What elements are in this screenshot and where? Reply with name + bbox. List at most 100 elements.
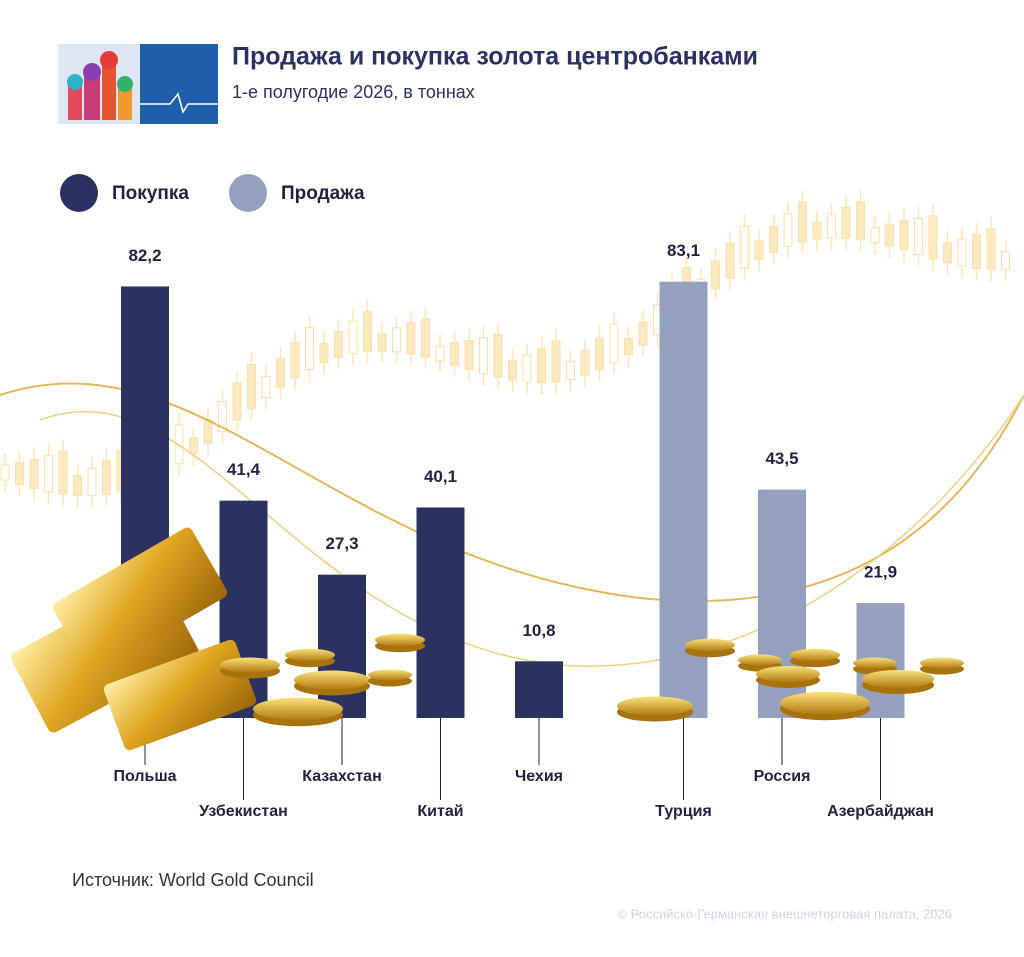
bar [416,507,465,718]
candle [73,475,82,497]
candle [319,343,329,364]
candle [885,223,894,247]
gold-bar [52,527,228,673]
coin [853,657,897,669]
coin [685,638,735,652]
candle [914,218,923,256]
candle [711,260,720,290]
candle [943,242,952,264]
candle [189,437,198,455]
candle [421,318,430,358]
coin [756,666,820,682]
candle [827,213,836,239]
candle [493,333,503,378]
candle [537,348,546,384]
candle [58,450,68,495]
coin [375,633,425,647]
candle [522,354,532,383]
legend-label: Продажа [281,183,365,204]
candle [1001,250,1010,270]
candle [740,225,749,269]
coin [780,691,870,715]
x-tick-label: Азербайджан [827,803,934,820]
candle [957,238,967,267]
data-label: 40,1 [424,467,457,486]
candle [870,227,880,244]
data-label: 10,8 [522,621,555,640]
candle [812,221,822,240]
coin [790,648,840,662]
x-tick-label: Россия [754,768,811,785]
bar [515,661,563,718]
candle [218,401,227,433]
candle [450,342,459,366]
candle [769,225,778,253]
candle [377,333,387,352]
x-tick-label: Польша [113,768,176,785]
candle [0,464,10,481]
candle [203,419,213,444]
candle [406,322,416,355]
candle [566,361,575,381]
x-tick-label: Китай [417,803,463,820]
candle [290,342,300,379]
candle [841,206,851,239]
data-label: 27,3 [325,534,358,553]
coin [862,670,934,688]
copyright: © Российско-Германская внешнеторговая па… [617,906,952,921]
candle [972,233,981,269]
coin [220,657,280,673]
candle [856,201,865,241]
coin [294,670,370,690]
coin [920,657,964,669]
candle [261,375,271,398]
candle [638,321,648,346]
coin [285,648,335,662]
candle [595,337,604,371]
candle [334,330,343,358]
candle [508,359,517,381]
candle [29,458,39,489]
candle [247,364,256,410]
candle [783,212,793,247]
data-label: 41,4 [227,460,261,479]
candle [15,461,24,485]
chart-title: Продажа и покупка золота центробанками [232,43,758,71]
x-tick-label: Чехия [515,768,563,785]
candle [580,350,590,377]
x-tick-label: Узбекистан [199,803,288,820]
candle [609,323,619,364]
candle [276,358,285,388]
candle [725,242,735,279]
logo [58,44,218,124]
data-label: 82,2 [128,246,161,265]
legend-label: Покупка [112,183,189,204]
data-label: 21,9 [864,563,897,582]
coin [617,696,693,716]
data-label: 43,5 [765,449,798,468]
source: Источник: World Gold Council [72,870,314,890]
gold-decoration [10,527,964,751]
coin [738,654,782,666]
candle [44,455,53,493]
candle [624,338,633,356]
candle [363,311,372,353]
candle [464,339,474,370]
x-tick-label: Казахстан [302,768,382,785]
candle [754,240,764,261]
candle [479,337,488,375]
candle [551,340,561,383]
gold-bar [103,639,257,751]
coin [368,669,412,681]
coin [253,697,343,721]
candle [798,201,807,243]
candle [232,382,242,421]
candle [102,459,111,495]
candle [899,220,909,251]
x-tick-label: Турция [655,803,712,820]
candle [305,327,314,371]
candle [986,228,996,271]
data-label: 83,1 [667,241,700,260]
legend-swatch [60,174,98,212]
